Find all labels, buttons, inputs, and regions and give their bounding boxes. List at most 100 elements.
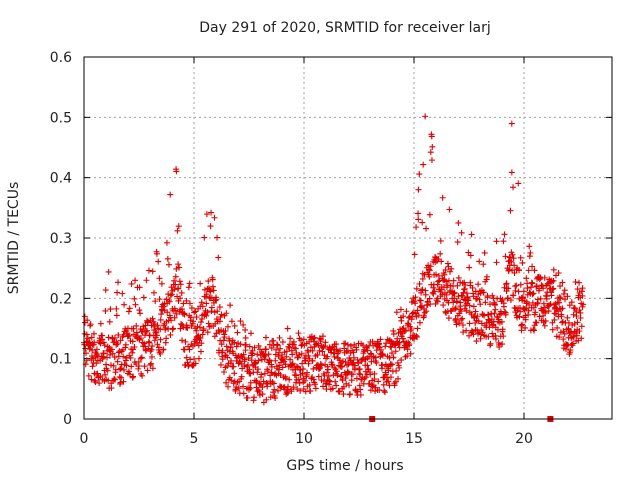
data-point	[511, 262, 518, 269]
data-point	[339, 358, 346, 365]
data-point	[224, 363, 231, 370]
data-point	[441, 271, 448, 278]
data-point	[319, 348, 326, 355]
data-point	[178, 289, 185, 296]
data-point	[359, 342, 366, 349]
data-point	[290, 338, 297, 345]
data-point	[173, 168, 180, 175]
data-point	[267, 394, 274, 401]
data-point	[445, 315, 452, 322]
data-point	[531, 267, 538, 274]
data-point	[88, 334, 95, 341]
data-point	[268, 363, 275, 370]
data-point	[540, 285, 547, 292]
data-point	[533, 319, 540, 326]
data-point	[274, 387, 281, 394]
data-point	[156, 275, 163, 282]
data-point	[432, 254, 439, 261]
data-point	[247, 379, 254, 386]
data-point	[281, 358, 288, 365]
data-point	[231, 322, 238, 329]
data-point	[272, 357, 279, 364]
data-point	[481, 312, 488, 319]
data-point	[338, 363, 345, 370]
data-point	[537, 274, 544, 281]
data-point	[148, 322, 155, 329]
data-point	[245, 355, 252, 362]
data-point	[111, 375, 118, 382]
data-point	[433, 271, 440, 278]
data-point	[136, 307, 143, 314]
data-point	[144, 319, 151, 326]
data-point	[379, 352, 386, 359]
data-point	[251, 344, 258, 351]
data-point	[437, 250, 444, 257]
data-point	[578, 335, 585, 342]
data-point	[516, 267, 523, 274]
data-point	[296, 380, 303, 387]
data-point	[309, 347, 316, 354]
data-point	[137, 310, 144, 317]
data-point	[572, 329, 579, 336]
data-point	[466, 332, 473, 339]
data-point	[156, 296, 163, 303]
data-point	[524, 285, 531, 292]
data-point	[221, 334, 228, 341]
data-point	[247, 330, 254, 337]
data-point	[298, 350, 305, 357]
data-point	[525, 307, 532, 314]
data-point	[317, 336, 324, 343]
data-point	[214, 234, 221, 241]
data-point	[459, 315, 466, 322]
data-point	[129, 338, 136, 345]
data-point	[319, 333, 326, 340]
data-point	[111, 354, 118, 361]
data-point	[130, 373, 137, 380]
data-point	[89, 363, 96, 370]
data-point	[348, 377, 355, 384]
data-point	[310, 376, 317, 383]
data-point	[192, 308, 199, 315]
data-point	[187, 314, 194, 321]
data-point	[268, 369, 275, 376]
data-point	[454, 239, 461, 246]
data-point	[340, 391, 347, 398]
data-point	[311, 334, 318, 341]
data-point	[167, 292, 174, 299]
data-point	[456, 320, 463, 327]
data-point	[225, 383, 232, 390]
data-point	[500, 333, 507, 340]
data-point	[287, 356, 294, 363]
data-point	[157, 350, 164, 357]
data-point	[516, 313, 523, 320]
data-point	[382, 343, 389, 350]
data-point	[284, 386, 291, 393]
data-point	[550, 277, 557, 284]
data-point	[256, 392, 263, 399]
data-point	[195, 355, 202, 362]
data-point	[493, 238, 500, 245]
data-point	[120, 332, 127, 339]
data-point	[577, 309, 584, 316]
data-point	[230, 363, 237, 370]
data-point	[171, 277, 178, 284]
data-point	[564, 293, 571, 300]
data-point	[282, 361, 289, 368]
data-point	[329, 344, 336, 351]
data-point	[549, 326, 556, 333]
data-point	[116, 380, 123, 387]
data-point	[88, 376, 95, 383]
data-point	[218, 341, 225, 348]
data-point	[323, 380, 330, 387]
data-point	[220, 368, 227, 375]
data-point	[284, 390, 291, 397]
data-point	[207, 288, 214, 295]
data-point	[479, 329, 486, 336]
data-point	[532, 319, 539, 326]
data-point	[455, 219, 462, 226]
data-point	[197, 348, 204, 355]
data-point	[297, 337, 304, 344]
data-point	[122, 357, 129, 364]
data-point	[246, 366, 253, 373]
data-point	[480, 261, 487, 268]
